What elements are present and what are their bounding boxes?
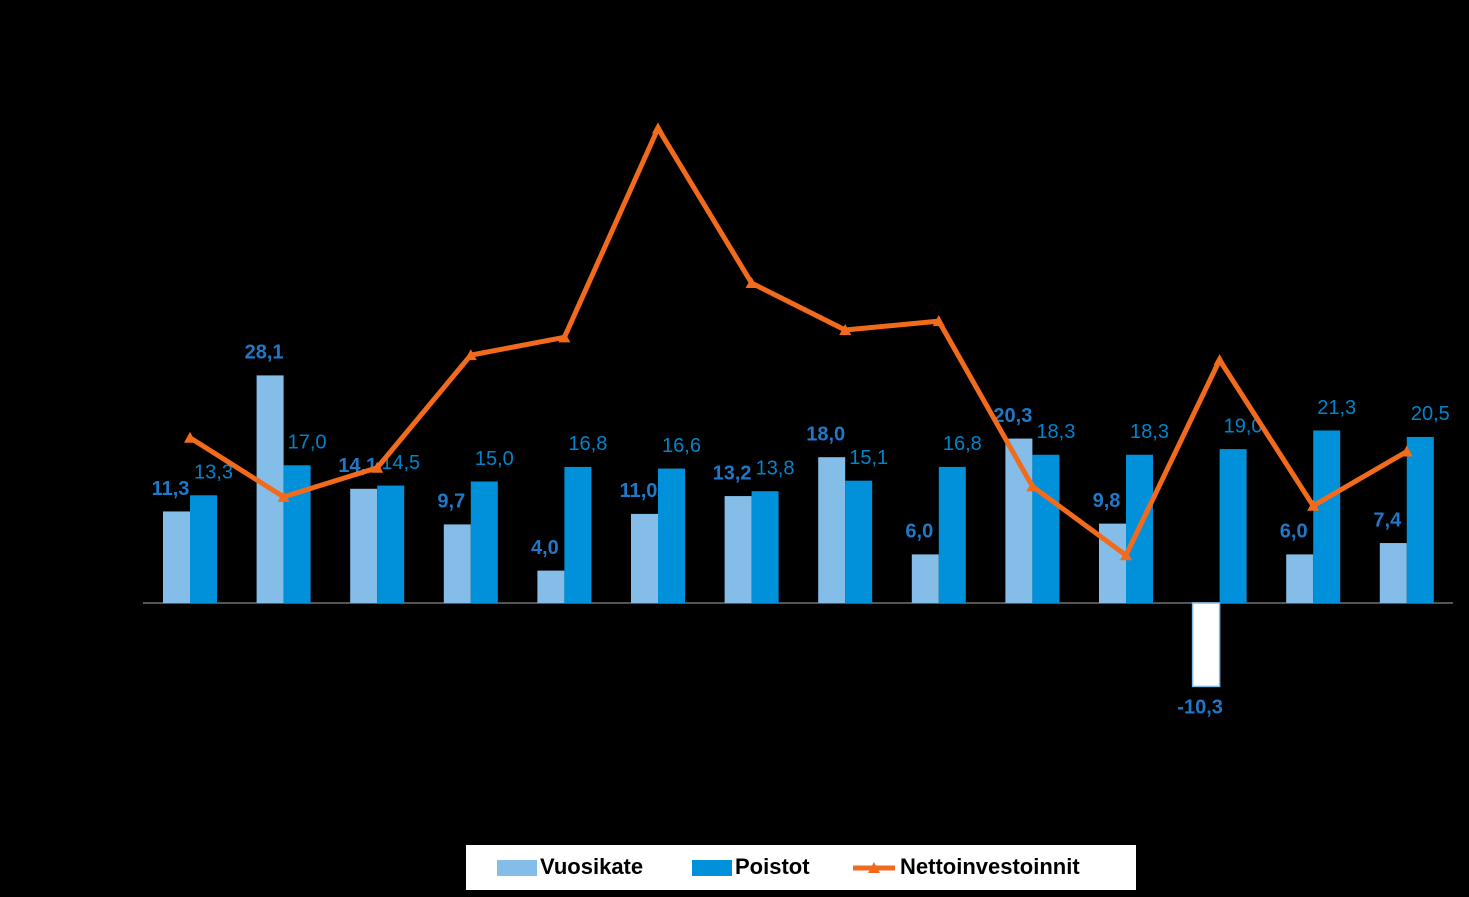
- value-label: 19,0: [1224, 415, 1263, 437]
- value-label: 14,5: [381, 452, 420, 474]
- value-label: 20,3: [993, 405, 1032, 427]
- value-label: 28,1: [245, 342, 284, 364]
- value-label: 17,0: [288, 432, 327, 454]
- line-marker: [1213, 354, 1226, 365]
- bar: [1191, 602, 1221, 688]
- bar: [470, 481, 498, 603]
- bar: [1286, 554, 1314, 603]
- value-label: 4,0: [531, 537, 559, 559]
- bar: [724, 496, 752, 603]
- value-label: 7,4: [1373, 509, 1402, 531]
- line-marker: [558, 331, 571, 343]
- value-label: 21,3: [1317, 397, 1356, 419]
- legend-swatch: [497, 860, 537, 876]
- legend-label: Poistot: [735, 854, 810, 879]
- bar: [1313, 430, 1341, 603]
- value-label: 16,8: [568, 433, 607, 455]
- bar: [350, 488, 378, 603]
- bar: [845, 480, 873, 603]
- value-label: 15,1: [849, 447, 888, 469]
- legend-label: Vuosikate: [540, 854, 643, 879]
- bar: [564, 466, 592, 603]
- value-label: 18,3: [1036, 421, 1075, 443]
- value-label: 13,2: [713, 462, 752, 484]
- legend-swatch: [692, 860, 732, 876]
- line-marker: [1120, 549, 1132, 561]
- value-label: 9,7: [437, 491, 465, 513]
- bar: [377, 485, 405, 603]
- bar: [1406, 436, 1434, 603]
- bar: [1379, 543, 1407, 603]
- bar: [658, 468, 685, 603]
- bar: [443, 524, 471, 603]
- line-marker: [371, 461, 384, 473]
- value-label: 9,8: [1093, 490, 1121, 512]
- value-label: 20,5: [1411, 403, 1450, 425]
- value-label: 6,0: [1280, 521, 1308, 543]
- bar: [163, 511, 190, 603]
- line-marker: [745, 277, 758, 289]
- bar: [818, 457, 846, 603]
- value-label: 6,0: [905, 521, 933, 543]
- bar: [938, 466, 966, 603]
- value-label: 18,0: [806, 423, 845, 445]
- value-label: 11,3: [152, 478, 190, 500]
- value-label: 16,8: [943, 433, 982, 455]
- bar: [1032, 454, 1060, 603]
- value-label: 11,0: [620, 480, 658, 502]
- value-label: -10,3: [1177, 697, 1223, 719]
- bar: [283, 465, 311, 603]
- line-marker: [464, 349, 477, 361]
- bar: [911, 554, 939, 603]
- line-marker: [1026, 480, 1039, 492]
- legend-swatch: [868, 862, 880, 873]
- value-label: 18,3: [1130, 421, 1169, 443]
- value-label: 13,8: [756, 458, 795, 480]
- bar: [631, 513, 658, 603]
- value-label: 13,3: [194, 462, 233, 484]
- bar: [537, 570, 565, 603]
- line-marker: [277, 490, 290, 502]
- value-label: 15,0: [475, 448, 514, 470]
- line: [188, 125, 1409, 558]
- line-marker: [184, 431, 196, 443]
- legend-box: [466, 845, 1136, 890]
- line-marker: [839, 324, 852, 336]
- bar: [1219, 449, 1247, 603]
- value-label: 16,6: [662, 435, 701, 457]
- line-marker: [932, 315, 945, 327]
- line-marker: [652, 122, 664, 134]
- bar: [751, 491, 779, 603]
- legend-label: Nettoinvestoinnit: [900, 854, 1080, 879]
- line-marker: [1307, 499, 1320, 511]
- line-marker: [1400, 445, 1413, 457]
- bar: [190, 495, 217, 603]
